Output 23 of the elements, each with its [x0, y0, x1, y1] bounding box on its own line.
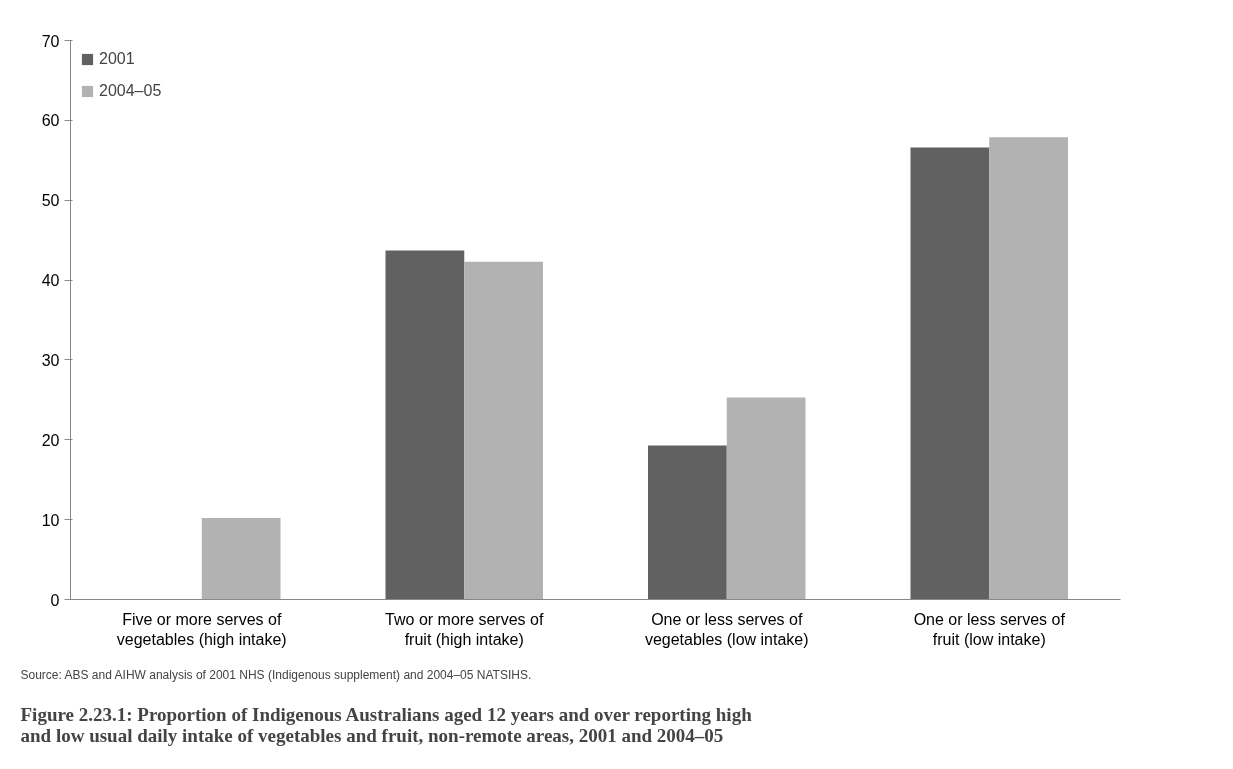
- y-tick-label: 20: [41, 431, 60, 449]
- bar: [201, 518, 281, 600]
- bar: [648, 445, 727, 600]
- y-tick-label: 60: [41, 112, 60, 130]
- bar: [385, 250, 465, 600]
- bar: [989, 137, 1068, 600]
- y-tick-label: 50: [41, 192, 60, 210]
- x-tick-label: One or less serves of vegetables (low intake): [644, 610, 809, 648]
- legend-label: 2001: [99, 50, 135, 68]
- y-tick-label: 40: [41, 272, 60, 290]
- x-tick-label: Two or more serves of fruit (high intake): [385, 610, 544, 648]
- x-tick-label: Five or more serves of vegetables (high intake): [116, 610, 287, 648]
- bar: [910, 147, 990, 600]
- y-tick-label: 30: [41, 351, 60, 369]
- y-tick-label: 10: [41, 511, 60, 529]
- text: Figure 2.23.1: Proportion of Indigenous Australians aged 12 years and over reporting high and low usual daily intake of vegetables and fruit, non-remote areas, 2001 and 2004–05: [20, 703, 753, 746]
- bar: [726, 397, 806, 600]
- bar: [464, 261, 543, 600]
- legend-label: 2004–05: [99, 82, 162, 100]
- y-tick-label: 70: [41, 32, 60, 50]
- y-tick-label: 0: [50, 591, 60, 609]
- x-tick-label: One or less serves of fruit (low intake): [913, 610, 1066, 648]
- source-note: Source: ABS and AIHW analysis of 2001 NHS (Indigenous supplement) and 2004–05 NATSIHS.: [20, 667, 532, 682]
